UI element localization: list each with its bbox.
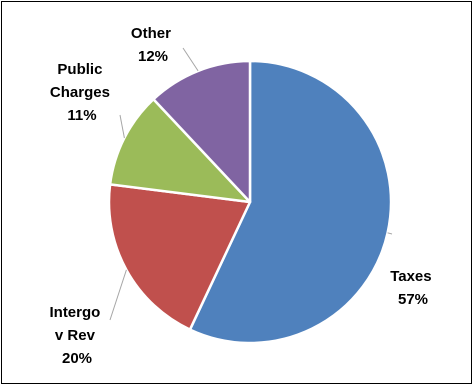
leader-line-other bbox=[182, 47, 199, 72]
leader-line-taxes bbox=[387, 232, 393, 235]
label-other: Other 12% bbox=[131, 25, 175, 65]
pie-slices bbox=[107, 59, 393, 345]
label-taxes: Taxes 57% bbox=[390, 268, 436, 308]
pie-slice-taxes bbox=[188, 59, 393, 345]
leader-lines bbox=[109, 47, 393, 321]
label-intergov: Intergo v Rev 20% bbox=[49, 304, 104, 367]
label-public-charges: Public Charges 11% bbox=[50, 61, 114, 124]
leader-line-intergov bbox=[109, 269, 127, 321]
leader-line-public bbox=[119, 114, 125, 139]
chart-frame: Taxes 57% Intergo v Rev 20% Public Charg… bbox=[1, 1, 472, 384]
pie-slice-other bbox=[152, 59, 252, 204]
